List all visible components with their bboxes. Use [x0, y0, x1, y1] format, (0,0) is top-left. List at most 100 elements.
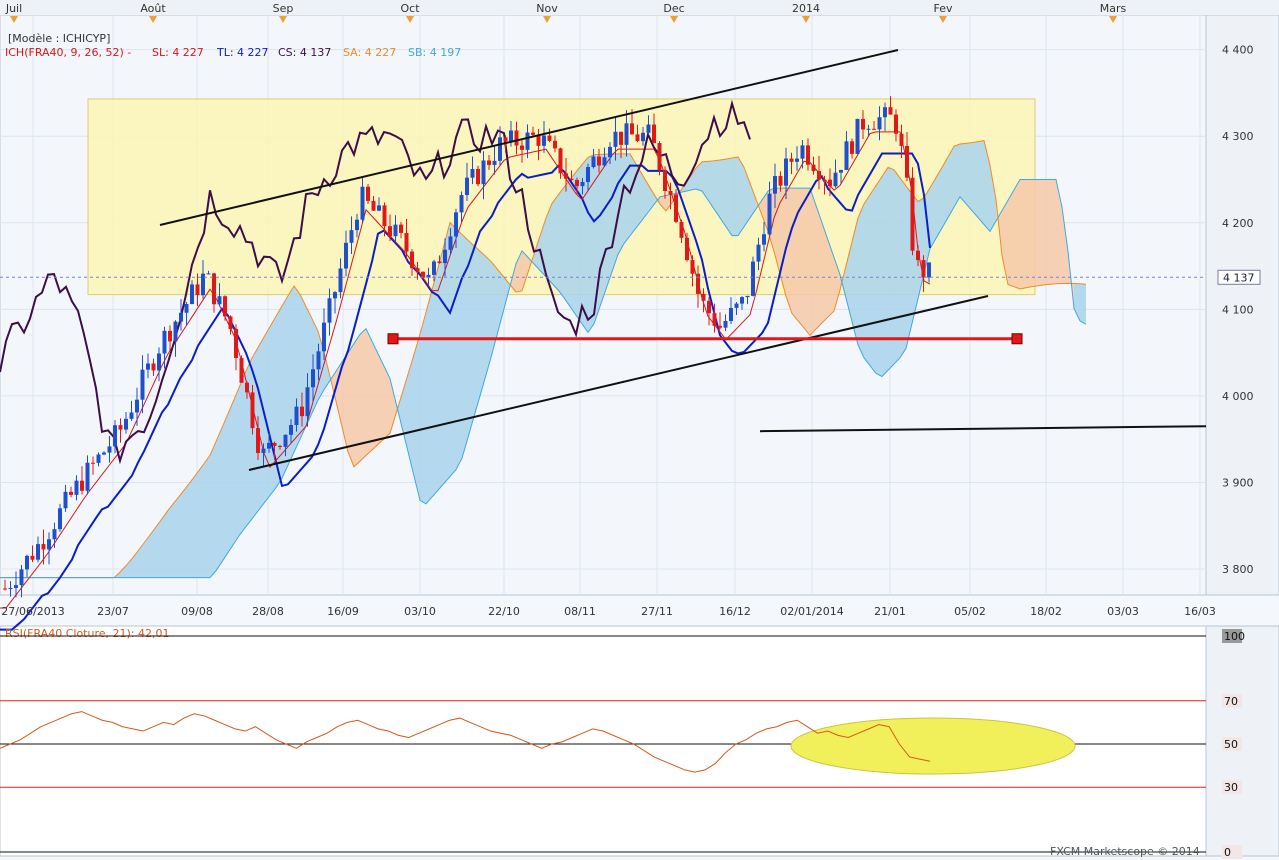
candle-body — [135, 399, 139, 413]
date-tick-label: 22/10 — [488, 605, 520, 618]
kumo-segment — [150, 526, 156, 578]
kumo-segment — [894, 169, 900, 365]
rsi-highlight-ellipse[interactable] — [790, 717, 1076, 775]
rsi-level-label: 30 — [1224, 781, 1238, 794]
month-label: Fev — [933, 2, 952, 15]
candle-body — [569, 178, 574, 180]
candle-body — [883, 107, 887, 118]
candle-body — [850, 141, 854, 154]
candle-body — [96, 454, 101, 463]
candle-body — [652, 124, 656, 144]
kumo-segment — [762, 191, 768, 232]
price-tick-label: 4 200 — [1222, 217, 1254, 230]
rsi-axis[interactable] — [1205, 625, 1279, 857]
candle-body — [349, 230, 354, 243]
chikou-line — [0, 99, 751, 465]
candle-body — [855, 118, 860, 154]
kumo-segment — [366, 328, 372, 456]
kumo-segment — [600, 154, 606, 307]
candle-body — [608, 146, 612, 158]
cs-label: CS: 4 137 — [278, 46, 331, 59]
candle-body — [300, 406, 304, 417]
candle-body — [536, 134, 541, 146]
kumo-segment — [612, 153, 618, 272]
candle-body — [437, 261, 442, 264]
candle-body — [74, 480, 79, 495]
kumo-segment — [168, 502, 174, 578]
candle-body — [443, 249, 447, 264]
kumo-segment — [288, 285, 294, 466]
kumo-segment — [774, 188, 780, 274]
month-label: Mars — [1100, 2, 1127, 15]
kumo-segment — [1008, 189, 1014, 287]
kumo-segment — [264, 326, 270, 504]
kumo-segment — [456, 228, 462, 470]
date-tick-label: 16/03 — [1184, 605, 1216, 618]
kumo-segment — [792, 188, 798, 321]
candle-body — [520, 145, 524, 150]
candle-body — [410, 251, 414, 269]
candle-body — [707, 300, 711, 314]
candle-body — [789, 158, 794, 162]
kumo-segment — [252, 347, 258, 519]
kumo-segment — [258, 337, 264, 512]
kumo-segment — [276, 306, 282, 488]
price-tick-label: 4 300 — [1222, 130, 1254, 143]
kumo-segment — [954, 144, 960, 208]
rsi-level-tag — [1222, 629, 1242, 643]
kumo-segment — [810, 188, 816, 336]
kumo-segment — [492, 262, 498, 354]
kumo-segment — [648, 184, 654, 213]
month-marker — [543, 16, 551, 23]
candle-body — [190, 284, 194, 304]
kumo-segment — [936, 167, 942, 239]
candle-body — [470, 168, 475, 178]
kumo-segment — [408, 354, 414, 476]
kumo-segment — [660, 195, 666, 211]
kumo-segment — [222, 413, 228, 562]
candle-body — [195, 284, 200, 296]
candle-body — [459, 195, 464, 213]
candle-body — [734, 303, 739, 308]
candle-body — [822, 179, 827, 181]
candle-body — [866, 128, 871, 130]
candle-body — [234, 328, 238, 358]
kumo-segment — [132, 550, 138, 578]
kumo-segment — [858, 203, 864, 358]
kumo-segment — [696, 161, 702, 192]
rsi-level-tag — [1222, 845, 1242, 859]
candle-body — [80, 480, 84, 491]
candle-body — [784, 158, 788, 186]
price-tick-label: 4 400 — [1222, 44, 1254, 57]
candle-body — [294, 406, 299, 426]
kumo-segment — [852, 217, 858, 345]
candle-body — [635, 134, 640, 142]
kumo-segment — [1026, 179, 1032, 288]
kumo-segment — [396, 394, 402, 428]
candle-body — [52, 529, 57, 540]
kumo-segment — [1062, 207, 1068, 284]
candle-body — [531, 132, 535, 135]
candle-body — [839, 169, 843, 173]
last-price-tag[interactable] — [1217, 269, 1261, 285]
kumo-segment — [498, 269, 504, 332]
candle-body — [333, 292, 337, 299]
date-tick-label: 16/12 — [719, 605, 751, 618]
watermark: FXCM Marketscope © 2014 — [1050, 845, 1200, 858]
kumo-segment — [978, 140, 984, 225]
date-tick-label: 27/11 — [641, 605, 673, 618]
candle-body — [157, 353, 161, 371]
candle-body — [558, 148, 563, 174]
candle-body — [564, 173, 568, 179]
candle-body — [591, 156, 596, 168]
price-axis[interactable] — [1205, 14, 1279, 596]
candle-body — [619, 131, 623, 145]
month-label: Août — [140, 2, 166, 15]
candle-body — [503, 137, 508, 142]
lower-trendline — [248, 295, 989, 471]
kumo-segment — [174, 495, 180, 578]
candle-body — [432, 261, 436, 275]
kumo-segment — [180, 487, 186, 578]
candle-body — [14, 585, 18, 589]
